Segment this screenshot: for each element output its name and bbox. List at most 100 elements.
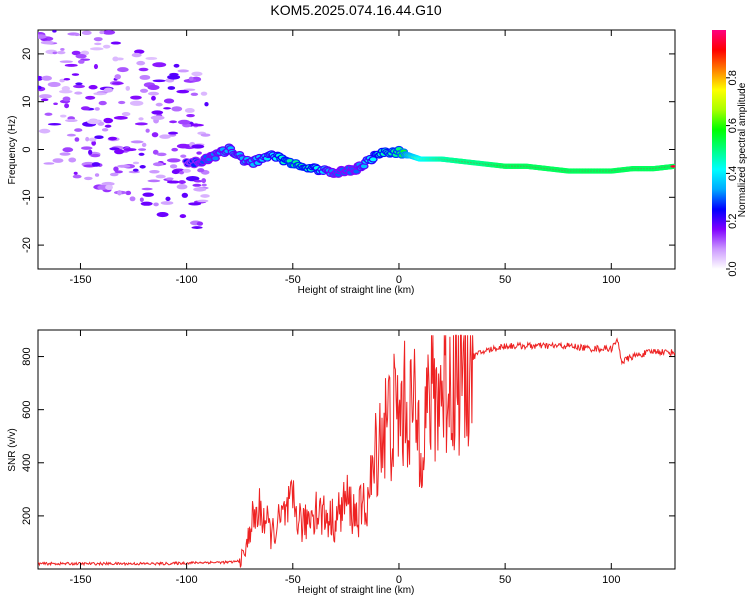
spectrogram-cell (60, 47, 65, 51)
spectrogram-cell (65, 119, 78, 123)
spectrogram-cell (201, 178, 207, 184)
spectrogram-cell (156, 152, 167, 157)
colorbar-gradient (712, 30, 726, 269)
spectrogram-cell (125, 190, 132, 196)
snr-x-tick-label: -100 (176, 574, 198, 586)
spectrogram-cell (91, 140, 97, 146)
spectrogram-cell (113, 166, 119, 172)
spectrogram-scatter-cells (38, 12, 211, 229)
colorbar-tick-label: 0.8 (727, 70, 739, 85)
spectrogram-cell (151, 110, 164, 115)
spectrogram-cell (85, 95, 96, 100)
spectrogram-cell (90, 153, 101, 158)
spectrogram-cell (191, 144, 205, 149)
spectrogram-cell (62, 96, 71, 102)
spectrogram-cell (38, 128, 51, 134)
spectrogram-cell (94, 173, 100, 177)
spectrogram-cell (43, 12, 51, 15)
spectrogram-x-tick-label: 0 (396, 274, 402, 286)
spectrogram-cell (66, 133, 77, 137)
spectrogram-y-tick-label: 0 (21, 146, 33, 152)
spectrogram-cell (163, 98, 175, 104)
spectrogram-cell (73, 33, 81, 37)
spectrogram-cell (80, 146, 93, 150)
spectrogram-cell (141, 187, 153, 191)
spectrogram-cell (80, 106, 91, 111)
spectrogram-cell (173, 63, 180, 68)
spectrogram-cell (129, 100, 144, 106)
spectrogram-cell (182, 168, 191, 173)
spectrogram-cell (72, 174, 82, 179)
spectrogram-cell (152, 162, 164, 167)
spectrogram-cell (190, 123, 204, 127)
spectrogram-cell (56, 51, 66, 55)
spectrogram-cell (197, 199, 209, 203)
spectrogram-cell (147, 179, 161, 183)
spectrogram-cell (63, 77, 71, 81)
spectrogram-cell (103, 87, 114, 93)
spectrogram-cell (101, 128, 109, 132)
spectrogram-cell (151, 95, 156, 101)
spectrogram-cell (95, 24, 101, 29)
spectrogram-cell (117, 67, 129, 73)
spectrogram-cell (38, 94, 52, 99)
spectrogram-cell (88, 137, 97, 142)
snr-x-ticks: -150 -100 -50 0 50 100 (69, 330, 620, 586)
spectrogram-cell (85, 136, 90, 142)
spectrogram-cell (184, 107, 195, 113)
spectrogram-cell (40, 98, 49, 102)
spectrogram-cell (201, 183, 207, 187)
spectrogram-cell (93, 92, 107, 96)
spectrogram-cell (88, 149, 93, 155)
snr-x-tick-label: 0 (396, 574, 402, 586)
spectrogram-cell (93, 63, 99, 70)
spectrogram-cell (71, 73, 80, 76)
spectrogram-cell (188, 202, 202, 206)
snr-y-tick-label: 600 (21, 400, 33, 418)
spectrogram-cell (129, 196, 136, 202)
spectrogram-cell (87, 119, 100, 125)
snr-plot-area (37, 329, 676, 570)
spectrogram-cell (169, 164, 178, 169)
spectrogram-cell (191, 71, 203, 77)
colorbar-label: Normalized spectral amplitude (737, 82, 748, 217)
spectrogram-cell (88, 85, 98, 90)
spectrogram-cell (155, 102, 163, 107)
spectrogram-cell (94, 107, 100, 111)
spectrogram-cell (171, 106, 183, 112)
spectrogram-cell (61, 15, 71, 19)
spectrogram-cell (47, 81, 61, 88)
spectrogram-cell (185, 176, 200, 182)
snr-y-tick-label: 800 (21, 347, 33, 365)
spectrogram-cell (105, 184, 113, 190)
spectrogram-y-tick-label: -20 (21, 237, 33, 253)
spectrogram-cell (52, 158, 64, 163)
spectrogram-cell (163, 107, 172, 110)
spectrogram-cell (64, 103, 70, 109)
spectrogram-cell (111, 81, 124, 85)
spectrogram-y-tick-label: 10 (21, 96, 33, 108)
spectrogram-cell (134, 49, 145, 54)
spectrogram-cell (150, 115, 165, 121)
spectrogram-cell (123, 148, 137, 152)
spectrogram-x-tick-label: 50 (499, 274, 511, 286)
spectrogram-cell (74, 91, 83, 95)
snr-y-ticks: 200 400 600 800 (21, 347, 675, 525)
spectrogram-cell (142, 192, 155, 197)
spectrogram-cell (52, 30, 57, 33)
spectrogram-cell (193, 187, 207, 192)
spectrogram-cell (176, 143, 190, 149)
spectrogram-cell (131, 52, 142, 58)
spectrogram-cell (136, 60, 146, 66)
spectrogram-cell (180, 154, 187, 158)
spectrogram-cell (152, 62, 167, 68)
spectrogram-cell (159, 134, 171, 139)
spectrogram-cell (160, 201, 174, 205)
snr-x-tick-label: -150 (69, 574, 91, 586)
spectrogram-cell (59, 78, 65, 83)
spectrogram-cell (130, 140, 144, 144)
spectrogram-cell (200, 194, 210, 198)
spectrogram-cell (166, 158, 181, 163)
